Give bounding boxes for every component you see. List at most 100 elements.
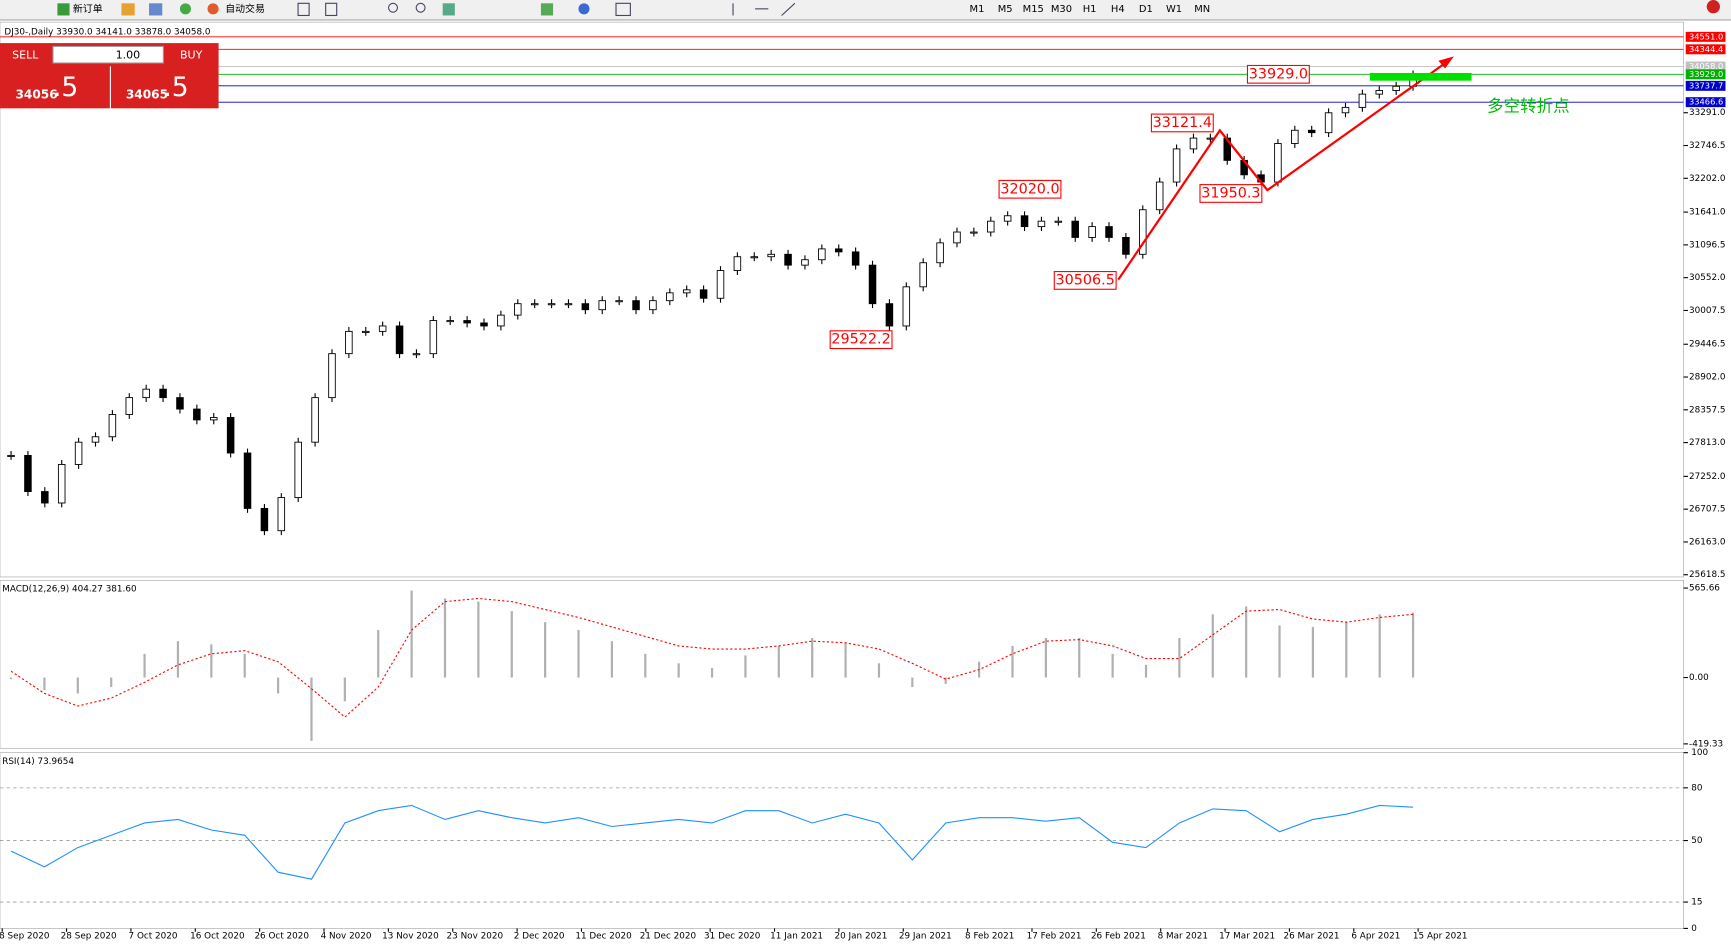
macd-bar	[811, 638, 814, 678]
auto-trade-button[interactable]: 自动交易	[225, 2, 265, 15]
icon	[149, 3, 163, 16]
candle	[1172, 148, 1181, 183]
y-tick-label: 32746.5	[1689, 141, 1725, 151]
x-tick-label: 2 Dec 2020	[514, 932, 565, 942]
candle	[750, 256, 759, 259]
timeframe-button[interactable]: M15	[1023, 4, 1044, 15]
trade-panel: SELL 1.00 BUY 34056 .5 34065 .5	[0, 43, 219, 109]
timeframe-button[interactable]: H4	[1111, 4, 1125, 15]
macd-bar	[9, 677, 13, 680]
candle	[682, 289, 691, 294]
macd-bar	[243, 653, 246, 678]
macd-bar	[1411, 612, 1415, 678]
trend-arrows	[1117, 56, 1472, 281]
x-tick-label: 7 Oct 2020	[129, 932, 178, 942]
icon	[578, 3, 590, 15]
main-title: DJ30-,Daily 33930.0 34141.0 33878.0 3405…	[4, 28, 210, 38]
candle	[1003, 215, 1012, 222]
candle	[176, 397, 184, 410]
candle	[615, 300, 623, 303]
price-tag	[1685, 97, 1726, 108]
x-tick-label: 20 Jan 2021	[835, 932, 888, 942]
timeframe-button[interactable]: D1	[1139, 4, 1153, 15]
y-tick-label: 28902.0	[1689, 373, 1726, 383]
candle	[919, 262, 927, 288]
lots-value[interactable]: 1.00	[116, 48, 141, 61]
macd-bar	[210, 644, 213, 678]
price-tag-label: 33737.7	[1689, 80, 1723, 90]
timeframe-button[interactable]: MN	[1194, 4, 1210, 15]
macd-panel	[0, 579, 1684, 749]
rsi-title: RSI(14) 73.9654	[2, 757, 74, 767]
lots-input[interactable]	[52, 45, 164, 64]
macd-bar	[1044, 638, 1047, 678]
candle	[1324, 112, 1333, 134]
timeframe-button[interactable]: M30	[1051, 4, 1072, 15]
macd-title: MACD(12,26,9) 404.27 381.60	[2, 585, 137, 595]
candle	[1037, 220, 1046, 228]
annotation-box	[1199, 184, 1263, 203]
candle	[1206, 137, 1215, 140]
candle	[41, 491, 49, 504]
macd-bar	[544, 622, 547, 678]
candle	[125, 397, 134, 415]
buy-button[interactable]: BUY	[180, 48, 203, 61]
timeframe-button[interactable]: W1	[1166, 4, 1182, 15]
candle	[362, 330, 370, 333]
candle	[767, 253, 775, 258]
macd-bar	[911, 677, 914, 688]
annotation-label: 33929.0	[1249, 66, 1308, 82]
x-tick-label: 17 Mar 2021	[1219, 932, 1275, 942]
sell-button[interactable]: SELL	[12, 48, 39, 61]
timeframe-button[interactable]: M1	[970, 4, 985, 15]
candle	[1122, 237, 1130, 255]
candle	[598, 300, 607, 311]
candle	[412, 353, 421, 356]
candle	[74, 441, 83, 465]
candle	[429, 320, 438, 355]
y-tick-label: 0	[1691, 924, 1697, 934]
macd-bar	[577, 630, 580, 678]
icon	[325, 2, 338, 17]
macd-bar	[777, 645, 780, 678]
trend-arrow	[1117, 85, 1414, 281]
icon	[781, 2, 796, 16]
candle	[564, 303, 573, 306]
icon	[388, 2, 398, 13]
bid-fraction[interactable]: .5	[53, 72, 78, 103]
candle	[581, 303, 590, 311]
icon	[57, 3, 70, 16]
x-tick-label: 6 Apr 2021	[1351, 932, 1400, 942]
new-order-button[interactable]: 新订单	[73, 2, 103, 15]
price-tag-label: 33466.6	[1689, 97, 1723, 107]
timeframe-button[interactable]: H1	[1083, 4, 1097, 15]
candle	[1392, 85, 1400, 91]
bid-price[interactable]: 34056	[15, 88, 57, 102]
x-tick-label: 21 Dec 2020	[640, 932, 697, 942]
macd-bar	[1178, 638, 1181, 678]
candle	[277, 497, 286, 532]
macd-bar	[110, 677, 113, 688]
price-tag	[1685, 44, 1726, 55]
y-tick-label: 565.66	[1689, 584, 1720, 594]
macd-bar	[677, 663, 680, 678]
x-tick-label: 13 Nov 2020	[382, 932, 439, 942]
icon	[615, 2, 631, 17]
macd-bar	[343, 677, 346, 702]
x-tick-label: 28 Sep 2020	[61, 932, 117, 942]
candle	[851, 251, 860, 266]
y-tick-label: 29446.5	[1689, 340, 1725, 350]
timeframe-button[interactable]: M5	[998, 4, 1013, 15]
candle	[1105, 226, 1113, 238]
macd-bar	[1144, 664, 1148, 678]
y-tick-label: 0.00	[1689, 673, 1709, 683]
candle	[57, 464, 66, 504]
candle	[142, 388, 150, 399]
macd-bar	[310, 677, 313, 741]
price-tag-label: 34551.0	[1689, 31, 1723, 41]
macd-bar	[510, 611, 513, 678]
ask-price[interactable]: 34065	[126, 88, 168, 102]
candle	[1375, 90, 1384, 95]
ask-fraction[interactable]: .5	[163, 72, 188, 103]
